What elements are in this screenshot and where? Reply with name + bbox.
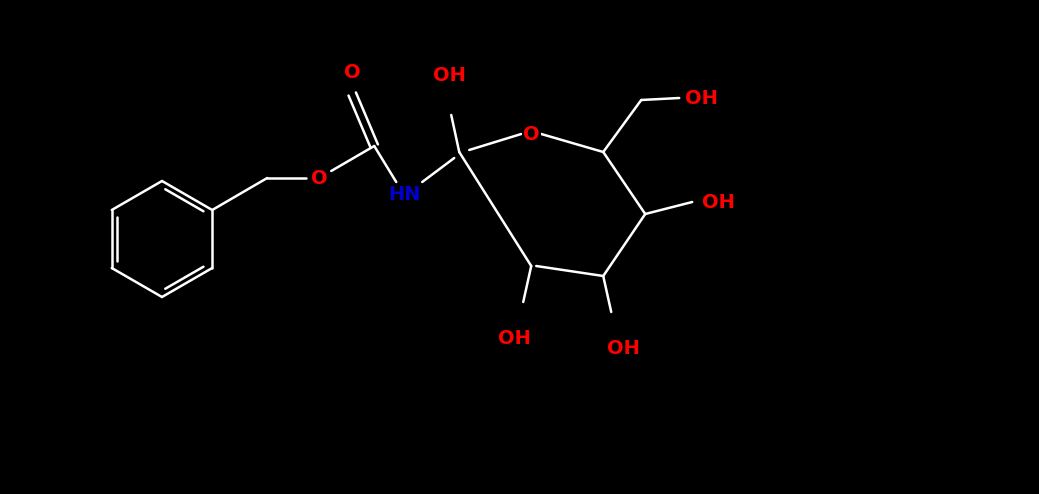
Text: OH: OH <box>685 88 718 108</box>
Text: OH: OH <box>701 193 735 211</box>
Text: O: O <box>311 168 327 188</box>
Text: O: O <box>523 124 539 143</box>
Text: OH: OH <box>498 329 531 347</box>
Text: HN: HN <box>388 184 421 204</box>
Text: O: O <box>344 63 361 82</box>
Text: OH: OH <box>607 338 640 358</box>
Text: OH: OH <box>433 66 465 84</box>
